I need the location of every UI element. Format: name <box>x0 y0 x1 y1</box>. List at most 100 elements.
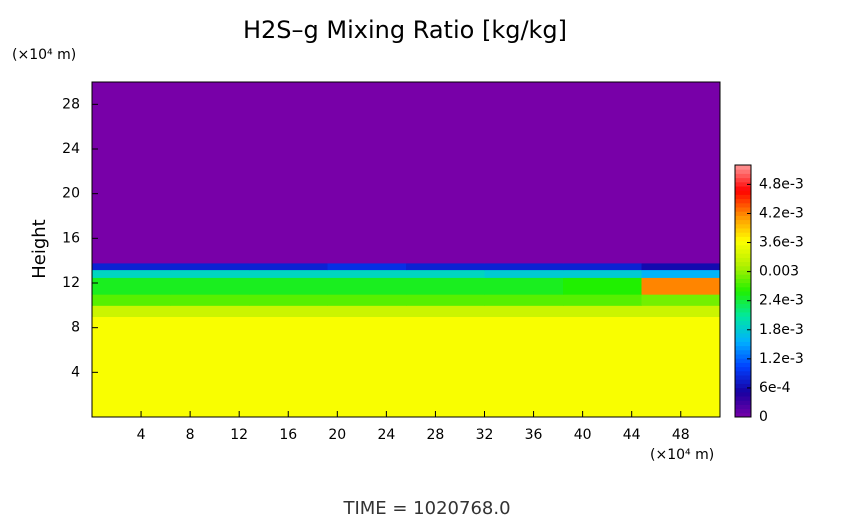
colorbar-cell <box>735 165 751 170</box>
x-tick-label: 20 <box>328 427 346 443</box>
colorbar-cell <box>735 278 751 284</box>
x-tick-label: 44 <box>623 427 641 443</box>
colorbar-cell <box>735 228 751 233</box>
colorbar-cell <box>735 198 751 204</box>
heat-cell <box>92 277 171 295</box>
colorbar-cell <box>735 307 751 313</box>
colorbar-cell <box>735 354 751 359</box>
heat-cell <box>92 262 171 271</box>
colorbar-tick-label: 4.2e-3 <box>759 205 804 221</box>
colorbar-cell <box>735 286 751 292</box>
heat-cell <box>92 82 171 264</box>
heat-cell <box>249 269 328 278</box>
x-tick-label: 32 <box>476 427 494 443</box>
colorbar-cell <box>735 236 751 242</box>
y-unit: (×10⁴ m) <box>12 47 76 63</box>
colorbar-cell <box>735 169 751 174</box>
heat-cell <box>563 316 642 418</box>
chart-title: H2S–g Mixing Ratio [kg/kg] <box>243 16 567 44</box>
colorbar-cell <box>735 333 751 338</box>
heat-cell <box>249 294 328 306</box>
y-tick-label: 24 <box>62 141 80 157</box>
heat-cell <box>327 316 407 418</box>
heat-cell <box>641 305 721 317</box>
colorbar-cell <box>735 207 751 212</box>
colorbar-cell <box>735 375 751 380</box>
colorbar-cell <box>735 396 751 401</box>
heat-cell <box>170 82 250 264</box>
colorbar-tick-label: 1.8e-3 <box>759 322 804 338</box>
colorbar-cell <box>735 223 751 229</box>
heat-cell <box>641 294 721 306</box>
colorbar-cell <box>735 232 751 237</box>
heat-cell <box>170 305 250 317</box>
colorbar-cell <box>735 370 751 376</box>
colorbar-cell <box>735 400 751 405</box>
colorbar-cell <box>735 337 751 342</box>
heat-cell <box>406 262 485 271</box>
x-tick-label: 36 <box>525 427 543 443</box>
y-tick-label: 4 <box>71 364 80 380</box>
x-tick-label: 8 <box>186 427 195 443</box>
heat-cell <box>92 269 171 278</box>
colorbar-cell <box>735 270 751 275</box>
y-tick-label: 20 <box>62 186 80 202</box>
colorbar-cell <box>735 345 751 351</box>
heat-cell <box>170 277 250 295</box>
heat-cell <box>327 277 407 295</box>
heat-cell <box>484 305 564 317</box>
colorbar-cell <box>735 215 751 221</box>
heat-cell <box>563 262 642 271</box>
heat-cell <box>170 294 250 306</box>
heat-cell <box>484 82 564 264</box>
x-tick-label: 28 <box>427 427 445 443</box>
colorbar-tick-label: 4.8e-3 <box>759 176 804 192</box>
colorbar-cell <box>735 202 751 208</box>
heat-cell <box>563 305 642 317</box>
colorbar-cell <box>735 303 751 309</box>
heat-cell <box>92 294 171 306</box>
heat-cell <box>484 316 564 418</box>
colorbar-cell <box>735 181 751 187</box>
heat-cell <box>484 277 564 295</box>
colorbar-cell <box>735 194 751 200</box>
heat-cell <box>406 82 485 264</box>
colorbar-cell <box>735 190 751 195</box>
heat-cell <box>484 262 564 271</box>
colorbar-cell <box>735 404 751 410</box>
heat-cell <box>327 82 407 264</box>
colorbar-cell <box>735 291 751 296</box>
heat-cell <box>484 269 564 278</box>
heat-cell <box>249 277 328 295</box>
heat-cell <box>563 269 642 278</box>
y-tick-label: 8 <box>71 320 80 336</box>
x-tick-label: 12 <box>230 427 248 443</box>
colorbar-cell <box>735 412 751 418</box>
x-unit: (×10⁴ m) <box>650 447 714 463</box>
colorbar-tick-label: 2.4e-3 <box>759 293 804 309</box>
heat-cell <box>249 316 328 418</box>
colorbar-cell <box>735 358 751 363</box>
x-tick-label: 4 <box>137 427 146 443</box>
heat-cell <box>484 294 564 306</box>
colorbar-cell <box>735 324 751 330</box>
heat-cell <box>641 277 721 295</box>
heat-cell <box>249 262 328 271</box>
colorbar-cell <box>735 366 751 372</box>
colorbar-tick-label: 6e-4 <box>759 380 791 396</box>
heat-cell <box>92 305 171 317</box>
heat-cell <box>406 269 485 278</box>
colorbar-cell <box>735 328 751 334</box>
colorbar-cell <box>735 362 751 368</box>
heat-cell <box>641 316 721 418</box>
x-tick-label: 48 <box>672 427 690 443</box>
heat-cell <box>327 305 407 317</box>
colorbar-cell <box>735 177 751 183</box>
colorbar-cell <box>735 282 751 288</box>
colorbar-cell <box>735 295 751 300</box>
colorbar-cell <box>735 219 751 225</box>
heat-cell <box>641 82 721 264</box>
colorbar-cell <box>735 186 751 191</box>
colorbar-cell <box>735 383 751 389</box>
